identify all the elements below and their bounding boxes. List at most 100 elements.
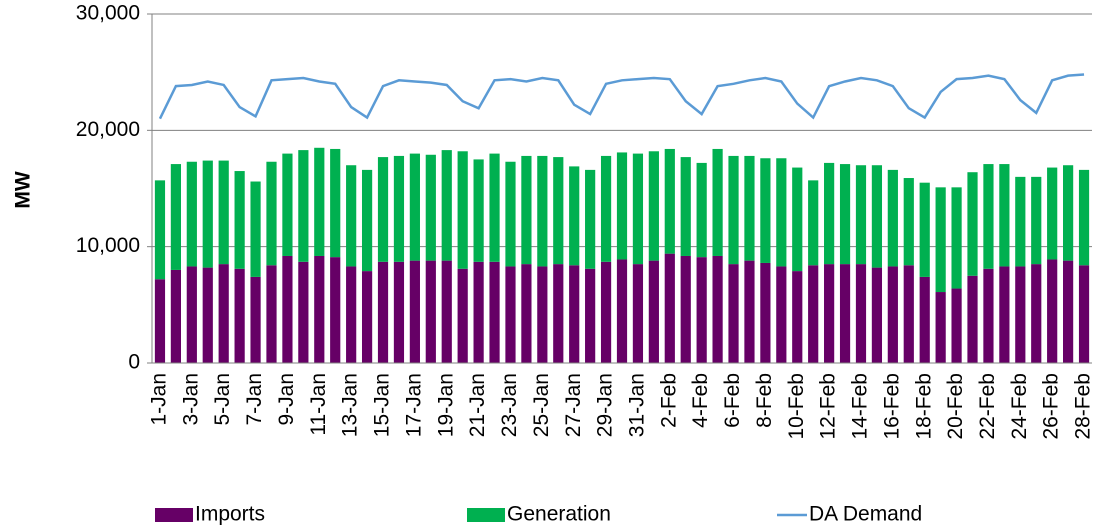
bar-segment — [839, 164, 851, 265]
bar-segment — [839, 264, 851, 363]
bar-segment — [409, 153, 420, 261]
bar-segment — [282, 153, 293, 256]
bar-segment — [521, 264, 532, 363]
bar-segment — [266, 265, 277, 363]
bar-segment — [776, 266, 787, 363]
bar-segment — [696, 162, 707, 258]
bar-segment — [1031, 176, 1042, 265]
x-tick-label: 29-Jan — [594, 373, 617, 437]
bar-segment — [457, 268, 468, 363]
bar-segment — [792, 271, 803, 363]
x-tick-label: 27-Jan — [562, 373, 585, 437]
bar-segment — [744, 155, 755, 261]
bar-segment — [170, 269, 181, 363]
bar-segment — [808, 265, 819, 363]
bar-segment — [919, 182, 930, 277]
bar-segment — [903, 178, 914, 266]
bar-segment — [505, 266, 516, 363]
bar-segment — [186, 266, 197, 363]
bar-segment — [377, 157, 389, 262]
bar-segment — [760, 262, 771, 363]
bar-segment — [664, 148, 675, 254]
y-tick-label: 10,000 — [76, 234, 140, 257]
bar-segment — [393, 261, 405, 363]
bar-segment — [808, 180, 819, 266]
bar-segment — [951, 187, 962, 289]
bar-segment — [425, 260, 436, 363]
bar-segment — [569, 265, 580, 363]
bar-segment — [1078, 169, 1090, 266]
bar-segment — [553, 264, 564, 363]
bar-segment — [871, 165, 883, 268]
bar-segment — [935, 187, 946, 293]
bar-segment — [616, 259, 628, 363]
bar-segment — [903, 265, 914, 363]
bar-segment — [967, 172, 978, 276]
bar-segment — [935, 292, 946, 363]
x-tick-label: 7-Jan — [243, 373, 266, 426]
bar-segment — [330, 148, 341, 258]
bar-segment — [871, 267, 883, 363]
x-tick-label: 13-Jan — [339, 373, 362, 437]
bar-segment — [600, 155, 612, 262]
bar-segment — [298, 261, 309, 363]
line-series — [158, 73, 1085, 120]
bar-segment — [234, 171, 245, 269]
bar-segment — [314, 147, 325, 256]
x-tick-label: 31-Jan — [625, 373, 648, 437]
bar-segment — [728, 155, 739, 265]
x-tick-label: 5-Jan — [211, 373, 234, 426]
bar-segment — [967, 275, 978, 363]
bar-segment — [1031, 264, 1042, 363]
x-tick-label: 16-Feb — [880, 373, 903, 440]
bar-segment — [521, 155, 532, 265]
bar-segment — [696, 257, 707, 363]
legend-label: Imports — [195, 503, 265, 526]
x-tick-label: 3-Jan — [179, 373, 202, 426]
x-tick-label: 12-Feb — [817, 373, 840, 440]
bar-segment — [282, 255, 293, 363]
x-tick-label: 28-Feb — [1072, 373, 1095, 440]
bar-segment — [537, 155, 548, 267]
bar-segment — [983, 164, 994, 269]
bar-segment — [441, 260, 452, 363]
x-tick-label: 14-Feb — [849, 373, 872, 440]
x-tick-label: 9-Jan — [275, 373, 298, 426]
bar-segment — [951, 288, 962, 363]
bar-segment — [585, 169, 596, 269]
bar-segment — [569, 166, 580, 266]
x-tick-label: 26-Feb — [1040, 373, 1063, 440]
bar-segment — [154, 279, 166, 363]
bar-segment — [489, 153, 500, 262]
bar-segment — [983, 268, 994, 363]
x-tick-label: 24-Feb — [1008, 373, 1031, 440]
bar-segment — [648, 260, 659, 363]
y-tick-label: 0 — [128, 351, 140, 374]
bar-segment — [425, 154, 436, 261]
legend-label: Generation — [507, 503, 611, 526]
bar-segment — [346, 266, 357, 363]
bar-segment — [919, 276, 930, 363]
bar-segment — [680, 157, 691, 256]
bar-segment — [361, 271, 373, 363]
y-tick-label: 30,000 — [76, 2, 140, 25]
x-tick-label: 25-Jan — [530, 373, 553, 437]
bar-segment — [1015, 176, 1026, 267]
bar-segment — [600, 261, 612, 363]
bar-segment — [999, 164, 1010, 267]
bar-segment — [855, 264, 867, 363]
legend-swatch — [155, 508, 193, 522]
x-tick-label: 2-Feb — [657, 373, 680, 428]
bar-segment — [250, 276, 261, 363]
x-tick-label: 21-Jan — [466, 373, 489, 437]
bar-segment — [1047, 167, 1058, 260]
bar-segment — [712, 148, 723, 256]
x-tick-label: 17-Jan — [402, 373, 425, 437]
x-tick-label: 11-Jan — [307, 373, 330, 436]
bar-segment — [361, 169, 373, 272]
x-tick-label: 20-Feb — [944, 373, 967, 440]
bar-segment — [792, 167, 803, 272]
bar-segment — [553, 157, 564, 265]
bar-segment — [1078, 265, 1090, 363]
